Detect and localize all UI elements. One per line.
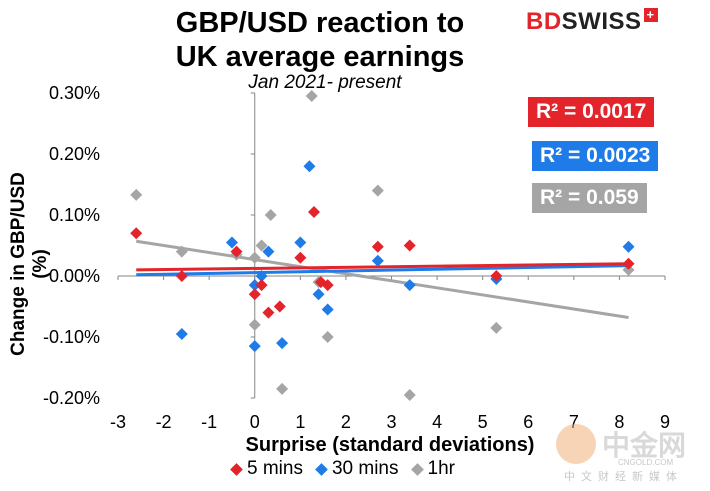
data-point-30-mins [175, 327, 188, 340]
trendline-5-mins [136, 262, 629, 272]
chart-subtitle: Jan 2021- present [248, 72, 402, 93]
data-point-30-mins [262, 245, 275, 258]
x-tick-label: 6 [523, 412, 533, 432]
data-point-30-mins [225, 236, 238, 249]
watermark-en: CNGOLD.COM [618, 458, 674, 467]
y-tick-label: -0.10% [43, 327, 100, 347]
y-tick-label: -0.20% [43, 388, 100, 408]
x-tick-label: 9 [660, 412, 670, 432]
data-point-30-mins [255, 270, 268, 282]
data-point-1hr [264, 209, 277, 221]
data-point-1hr [276, 382, 289, 395]
data-point-30-mins [303, 160, 316, 173]
data-point-5-mins [255, 279, 268, 292]
data-point-1hr [321, 331, 334, 343]
legend-item-5-mins: 5 mins [230, 458, 303, 480]
chart-title-line-2: UK average earnings [175, 41, 465, 73]
data-point-5-mins [175, 270, 188, 282]
y-tick-label: 0.20% [49, 144, 100, 164]
data-point-1hr [403, 388, 416, 401]
x-tick-label: 7 [569, 412, 579, 432]
y-tick-label: 0.00% [49, 266, 100, 286]
cngold-logo-icon [556, 424, 596, 464]
x-tick-label: -2 [156, 412, 172, 432]
data-point-5-mins [321, 279, 334, 292]
data-point-5-mins [490, 270, 503, 282]
data-point-30-mins [248, 279, 261, 292]
r2-label-30-mins: R² = 0.0023 [532, 141, 659, 171]
legend-marker-5-mins [230, 462, 243, 476]
y-tick-label: 0.10% [49, 205, 100, 225]
cngold-watermark: 中金网 CNGOLD.COM 中文财经新媒体 [556, 424, 706, 484]
data-point-30-mins [312, 288, 325, 301]
data-point-1hr [175, 245, 188, 258]
data-point-5-mins [230, 245, 243, 258]
r2-label-5-mins: R² = 0.0017 [528, 97, 655, 127]
data-point-5-mins [403, 239, 416, 252]
legend-item-30-mins: 30 mins [315, 458, 399, 480]
legend: 5 mins 30 mins 1hr [230, 458, 455, 480]
x-tick-label: 2 [341, 412, 351, 432]
data-point-30-mins [321, 303, 334, 316]
brand-swiss: SWISS [561, 8, 642, 35]
data-point-30-mins [371, 254, 384, 267]
x-tick-label: 5 [478, 412, 488, 432]
data-point-1hr [305, 90, 318, 103]
x-tick-label: -1 [201, 412, 217, 432]
trendline-30-mins [136, 264, 629, 277]
data-point-1hr [371, 184, 384, 197]
data-point-5-mins [294, 251, 307, 264]
y-tick-label: 0.30% [49, 83, 100, 103]
trendline-1hr [136, 239, 629, 319]
legend-marker-1hr [410, 462, 424, 476]
data-point-5-mins [622, 257, 635, 270]
data-point-30-mins [403, 279, 416, 292]
watermark-cn-sub: 中文财经新媒体 [564, 471, 683, 483]
x-tick-label: 0 [250, 412, 260, 432]
data-point-1hr [490, 321, 503, 334]
legend-marker-30-mins [315, 462, 328, 476]
brand-bd: BD [526, 8, 562, 35]
data-point-1hr [248, 318, 261, 331]
x-tick-label: 1 [295, 412, 305, 432]
x-tick-label: 4 [432, 412, 442, 432]
data-point-5-mins [371, 240, 384, 253]
data-point-5-mins [308, 205, 321, 218]
data-point-30-mins [248, 340, 261, 353]
legend-item-1hr: 1hr [410, 458, 455, 480]
legend-label-5-mins: 5 mins [247, 458, 303, 479]
x-tick-label: -3 [110, 412, 126, 432]
x-tick-label: 8 [614, 412, 624, 432]
data-point-1hr [255, 239, 268, 252]
data-point-1hr [130, 188, 143, 201]
x-tick-label: 3 [386, 412, 396, 432]
legend-label-30-mins: 30 mins [331, 458, 399, 479]
y-axis-label: Change in GBP/USD (%) [8, 172, 51, 356]
legend-label-1hr: 1hr [427, 458, 455, 479]
watermark-cn: 中金网 [602, 430, 687, 461]
data-point-30-mins [276, 337, 289, 350]
data-point-5-mins [130, 227, 143, 240]
data-point-30-mins [294, 236, 307, 249]
chart-title: GBP/USD reaction to UK average earnings [130, 6, 510, 74]
data-point-5-mins [273, 300, 286, 313]
x-axis-label: Surprise (standard deviations) [245, 434, 535, 456]
data-point-1hr [248, 251, 261, 264]
bdswiss-logo: BDSWISS + [526, 8, 658, 36]
data-point-30-mins [622, 240, 635, 253]
brand-plus-icon: + [643, 8, 658, 22]
data-point-5-mins [262, 306, 275, 319]
data-point-5-mins [248, 288, 261, 301]
r2-label-1hr: R² = 0.059 [532, 183, 647, 213]
data-point-1hr [622, 263, 635, 276]
chart-title-line-1: GBP/USD reaction to [175, 7, 465, 39]
